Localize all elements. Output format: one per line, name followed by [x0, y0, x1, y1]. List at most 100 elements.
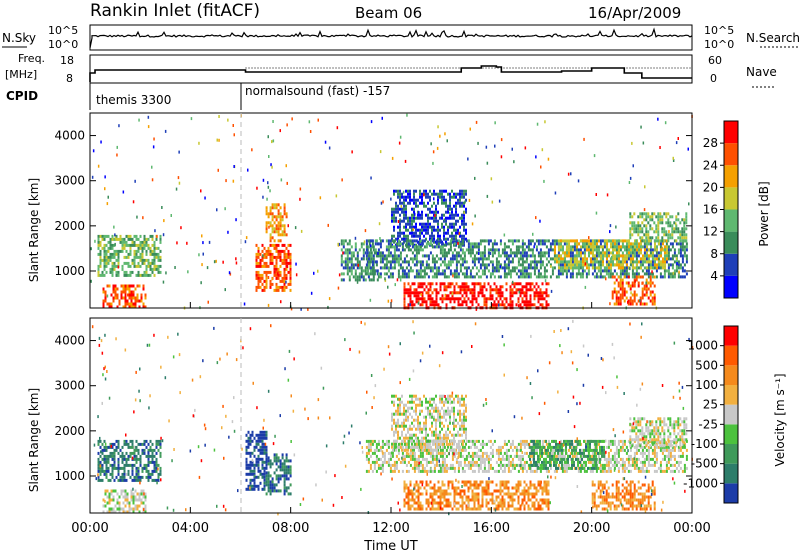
heatmap-cell — [257, 249, 260, 253]
heatmap-cell — [186, 241, 188, 245]
heatmap-cell — [433, 406, 435, 410]
heatmap-cell — [451, 222, 453, 226]
heatmap-cell — [626, 254, 628, 258]
heatmap-cell — [249, 478, 252, 482]
heatmap-cell — [675, 242, 678, 246]
heatmap-cell — [99, 469, 102, 473]
heatmap-cell — [427, 297, 430, 301]
heatmap-cell — [679, 242, 682, 246]
heatmap-cell — [595, 211, 598, 215]
heatmap-cell — [375, 445, 378, 449]
heatmap-cell — [419, 263, 422, 267]
heatmap-cell — [435, 254, 438, 258]
heatmap-cell — [467, 248, 470, 252]
heatmap-cell — [415, 294, 418, 298]
heatmap-cell — [621, 296, 624, 300]
heatmap-cell — [636, 260, 638, 264]
heatmap-cell — [481, 257, 484, 261]
heatmap-cell — [153, 246, 156, 250]
heatmap-cell — [511, 288, 514, 292]
heatmap-cell — [616, 254, 618, 258]
heatmap-cell — [461, 237, 463, 241]
heatmap-cell — [138, 118, 140, 122]
heatmap-cell — [269, 474, 272, 478]
heatmap-cell — [463, 272, 466, 276]
heatmap-cell — [142, 216, 144, 220]
heatmap-cell — [110, 510, 113, 514]
heatmap-cell — [637, 299, 640, 303]
heatmap-cell — [437, 406, 439, 410]
heatmap-cell — [101, 478, 104, 482]
heatmap-cell — [575, 254, 578, 258]
heatmap-cell — [159, 445, 162, 449]
heatmap-cell — [443, 231, 445, 235]
heatmap-cell — [411, 448, 413, 452]
heatmap-cell — [544, 279, 547, 283]
heatmap-cell — [571, 257, 574, 261]
heatmap-cell — [525, 272, 528, 276]
heatmap-cell — [527, 266, 530, 270]
heatmap-cell — [108, 507, 111, 511]
heatmap-cell — [584, 260, 586, 264]
heatmap-cell — [650, 245, 652, 249]
heatmap-cell — [461, 189, 463, 193]
heatmap-cell — [551, 239, 554, 243]
heatmap-cell — [477, 141, 479, 145]
heatmap-cell — [364, 272, 367, 276]
heatmap-cell — [633, 248, 636, 252]
heatmap-cell — [405, 451, 408, 455]
heatmap-cell — [427, 409, 429, 413]
heatmap-cell — [562, 251, 564, 255]
heatmap-cell — [499, 291, 502, 295]
heatmap-cell — [393, 400, 395, 404]
heatmap-cell — [121, 466, 124, 470]
heatmap-cell — [656, 257, 658, 261]
heatmap-cell — [97, 234, 100, 238]
heatmap-cell — [612, 254, 614, 258]
heatmap-cell — [441, 415, 443, 419]
heatmap-cell — [265, 209, 268, 213]
heatmap-cell — [403, 421, 405, 425]
heatmap-cell — [563, 242, 566, 246]
heatmap-cell — [535, 155, 537, 159]
heatmap-cell — [571, 269, 574, 273]
heatmap-cell — [455, 291, 458, 295]
heatmap-cell — [413, 469, 416, 473]
heatmap-cell — [275, 477, 278, 481]
heatmap-cell — [149, 252, 152, 256]
heatmap-cell — [365, 439, 368, 443]
heatmap-cell — [666, 239, 668, 243]
heatmap-cell — [112, 296, 115, 300]
heatmap-cell — [387, 299, 390, 303]
heatmap-cell — [153, 137, 155, 141]
heatmap-cell — [610, 260, 612, 264]
heatmap-cell — [435, 219, 437, 223]
heatmap-cell — [389, 263, 392, 267]
heatmap-cell — [503, 233, 506, 237]
heatmap-cell — [403, 210, 405, 214]
heatmap-cell — [113, 451, 116, 455]
heatmap-cell — [202, 252, 204, 256]
heatmap-cell — [443, 394, 445, 398]
velocity-cells — [91, 319, 694, 516]
heatmap-cell — [425, 451, 428, 455]
heatmap-cell — [97, 442, 100, 446]
heatmap-cell — [409, 248, 412, 252]
heatmap-cell — [279, 468, 282, 472]
heatmap-cell — [111, 472, 114, 476]
heatmap-cell — [391, 445, 393, 449]
heatmap-cell — [606, 239, 608, 243]
heatmap-cell — [287, 252, 290, 256]
heatmap-cell — [654, 239, 656, 243]
heatmap-cell — [409, 225, 411, 229]
heatmap-cell — [617, 299, 620, 303]
heatmap-cell — [435, 436, 437, 440]
heatmap-cell — [135, 472, 138, 476]
heatmap-cell — [352, 251, 355, 255]
heatmap-cell — [585, 272, 588, 276]
heatmap-cell — [108, 498, 111, 502]
heatmap-cell — [487, 297, 490, 301]
heatmap-cell — [449, 211, 451, 215]
heatmap-cell — [279, 224, 282, 228]
